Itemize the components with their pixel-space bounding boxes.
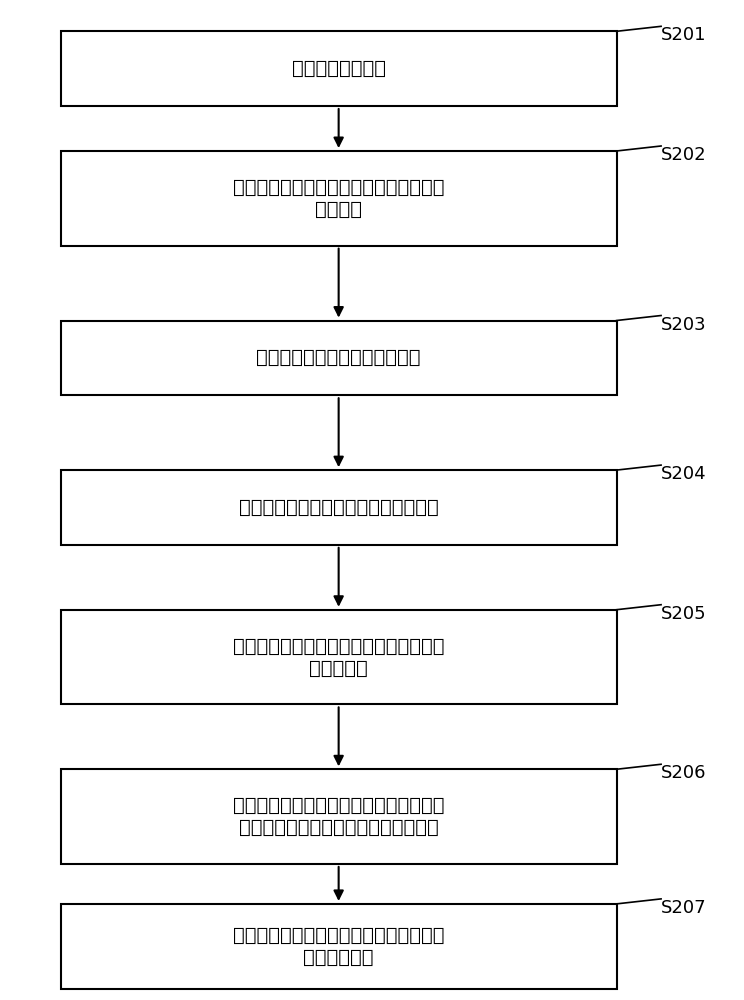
FancyBboxPatch shape <box>61 151 617 246</box>
FancyBboxPatch shape <box>61 31 617 106</box>
FancyBboxPatch shape <box>61 904 617 989</box>
Text: 处理单元根据所述对应关系，确定目标蚀
刻参数及目标环境条件对应的目标速度: 处理单元根据所述对应关系，确定目标蚀 刻参数及目标环境条件对应的目标速度 <box>233 796 444 837</box>
Text: S207: S207 <box>661 899 707 917</box>
Text: S206: S206 <box>661 764 707 782</box>
Text: S205: S205 <box>661 605 707 623</box>
Text: 处理单元根据所述目标速度计算所述蚀刻
液的喷射速度: 处理单元根据所述目标速度计算所述蚀刻 液的喷射速度 <box>233 926 444 967</box>
FancyBboxPatch shape <box>61 769 617 864</box>
FancyBboxPatch shape <box>61 470 617 545</box>
FancyBboxPatch shape <box>61 610 617 704</box>
Text: 提供烧杯测试装置: 提供烧杯测试装置 <box>292 59 385 78</box>
Text: S202: S202 <box>661 146 707 164</box>
Text: 处理单元构建环境条件、速度与蚀刻参数
的对应关系: 处理单元构建环境条件、速度与蚀刻参数 的对应关系 <box>233 637 444 678</box>
FancyBboxPatch shape <box>61 321 617 395</box>
Text: 控制单元控制所述烧杯测试装置处于预设
环境条件: 控制单元控制所述烧杯测试装置处于预设 环境条件 <box>233 178 444 219</box>
Text: 控制单元控制所述驱动构件运动: 控制单元控制所述驱动构件运动 <box>257 348 421 367</box>
Text: 检测单元检测所述蚀刻样品的蚀刻参数: 检测单元检测所述蚀刻样品的蚀刻参数 <box>239 498 438 517</box>
Text: S204: S204 <box>661 465 707 483</box>
Text: S203: S203 <box>661 316 707 334</box>
Text: S201: S201 <box>661 26 707 44</box>
